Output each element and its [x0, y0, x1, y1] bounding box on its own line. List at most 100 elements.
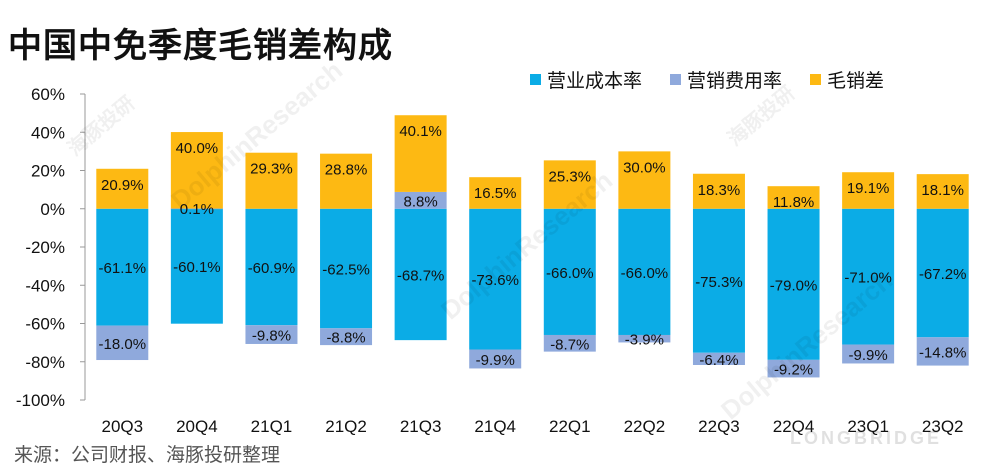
source-note: 来源：公司财报、海豚投研整理	[14, 444, 281, 466]
data-label-cost: -61.1%	[99, 260, 147, 277]
bar-expense	[394, 191, 447, 209]
data-label-margin: 11.8%	[773, 194, 814, 211]
bar-cost	[618, 208, 671, 335]
data-label-cost: -66.0%	[621, 265, 669, 282]
watermark-logo: LONGBRIDGE	[790, 428, 943, 448]
bar-margin	[320, 153, 373, 209]
y-tick-label: -100%	[16, 391, 65, 410]
y-tick-label: 0%	[40, 200, 65, 219]
data-label-cost: -75.3%	[695, 274, 743, 291]
y-tick-label: 60%	[31, 85, 65, 104]
x-tick-label: 20Q3	[101, 417, 143, 436]
legend-item-margin: 毛销差	[810, 66, 884, 93]
data-label-expense: -8.8%	[326, 330, 365, 347]
y-tick-label: -20%	[25, 238, 65, 257]
bar-cost	[916, 208, 969, 338]
bar-expense	[842, 344, 895, 364]
x-tick-label: 21Q3	[400, 417, 442, 436]
data-label-margin: 16.5%	[474, 185, 517, 202]
bar-expense	[320, 328, 373, 346]
legend-item-cost: 营业成本率	[530, 66, 642, 93]
bar-expense	[618, 334, 671, 343]
data-label-expense: -6.4%	[699, 352, 738, 369]
data-label-cost: -71.0%	[844, 270, 892, 287]
bar-margin	[469, 177, 522, 209]
data-label-cost: -67.2%	[919, 266, 967, 283]
data-label-expense: -9.9%	[849, 347, 888, 364]
data-label-cost: -66.0%	[546, 265, 594, 282]
bar-expense	[170, 208, 223, 210]
data-label-cost: -60.1%	[173, 259, 221, 276]
x-tick-label: 21Q4	[474, 417, 516, 436]
legend-swatch-margin	[810, 74, 822, 85]
data-label-margin: 18.1%	[921, 182, 964, 199]
bar-cost	[170, 208, 223, 324]
data-label-cost: -68.7%	[397, 267, 445, 284]
data-label-margin: 40.0%	[176, 140, 219, 157]
data-label-expense: -9.9%	[476, 352, 515, 369]
data-label-margin: 25.3%	[549, 168, 592, 185]
data-label-margin: 29.3%	[250, 161, 293, 178]
data-label-cost: -60.9%	[248, 260, 296, 277]
bar-expense	[469, 349, 522, 369]
data-label-expense: 0.1%	[180, 201, 214, 218]
bar-cost	[394, 208, 447, 341]
legend-label-expense: 营销费用率	[687, 70, 783, 92]
y-tick-label: 20%	[31, 162, 65, 181]
data-label-expense: -8.7%	[550, 336, 589, 353]
bar-margin	[916, 174, 969, 209]
y-tick-label: -60%	[25, 315, 65, 334]
legend: 营业成本率 营销费用率 毛销差	[530, 66, 884, 93]
bar-cost	[692, 208, 745, 353]
bar-cost	[842, 208, 895, 345]
bar-margin	[692, 173, 745, 209]
x-tick-label: 20Q4	[176, 417, 218, 436]
chart-title: 中国中免季度毛销差构成	[8, 26, 393, 66]
data-label-expense: -3.9%	[625, 332, 664, 349]
data-label-margin: 28.8%	[325, 162, 368, 179]
bar-expense	[767, 359, 820, 378]
data-label-margin: 40.1%	[399, 123, 442, 140]
bar-expense	[245, 325, 298, 344]
data-label-margin: 30.0%	[623, 159, 666, 176]
bar-cost	[96, 208, 149, 326]
bar-margin	[245, 152, 298, 209]
legend-label-cost: 营业成本率	[547, 70, 643, 92]
bar-margin	[96, 168, 149, 209]
x-tick-label: 22Q2	[624, 417, 666, 436]
data-label-cost: -79.0%	[770, 277, 818, 294]
data-label-margin: 18.3%	[698, 182, 741, 199]
bar-cost	[767, 208, 820, 360]
x-tick-label: 23Q1	[847, 417, 889, 436]
x-tick-label: 23Q2	[922, 417, 964, 436]
data-label-margin: 19.1%	[847, 180, 890, 197]
data-label-expense: 8.8%	[404, 193, 438, 210]
bar-margin	[170, 132, 223, 209]
bar-expense	[692, 352, 745, 366]
x-tick-label: 21Q2	[325, 417, 367, 436]
bar-margin	[767, 186, 820, 209]
bar-cost	[543, 208, 596, 335]
legend-swatch-expense	[670, 74, 682, 85]
legend-label-margin: 毛销差	[827, 70, 885, 92]
x-tick-label: 22Q1	[549, 417, 591, 436]
data-label-expense: -9.2%	[774, 362, 813, 379]
bar-cost	[469, 208, 522, 350]
y-tick-label: 40%	[31, 123, 65, 142]
data-label-margin: 20.9%	[101, 177, 144, 194]
y-tick-label: -80%	[25, 353, 65, 372]
data-label-expense: -9.8%	[252, 328, 291, 345]
bar-cost	[320, 208, 373, 329]
x-tick-label: 22Q4	[773, 417, 815, 436]
data-label-cost: -73.6%	[471, 272, 519, 289]
bar-margin	[842, 172, 895, 209]
bar-expense	[96, 325, 149, 361]
y-tick-label: -40%	[25, 276, 65, 295]
bar-margin	[618, 151, 671, 209]
data-label-expense: -18.0%	[99, 336, 147, 353]
bar-margin	[543, 160, 596, 209]
legend-item-expense: 营销费用率	[670, 66, 782, 93]
x-tick-label: 21Q1	[251, 417, 293, 436]
data-label-expense: -14.8%	[919, 344, 967, 361]
